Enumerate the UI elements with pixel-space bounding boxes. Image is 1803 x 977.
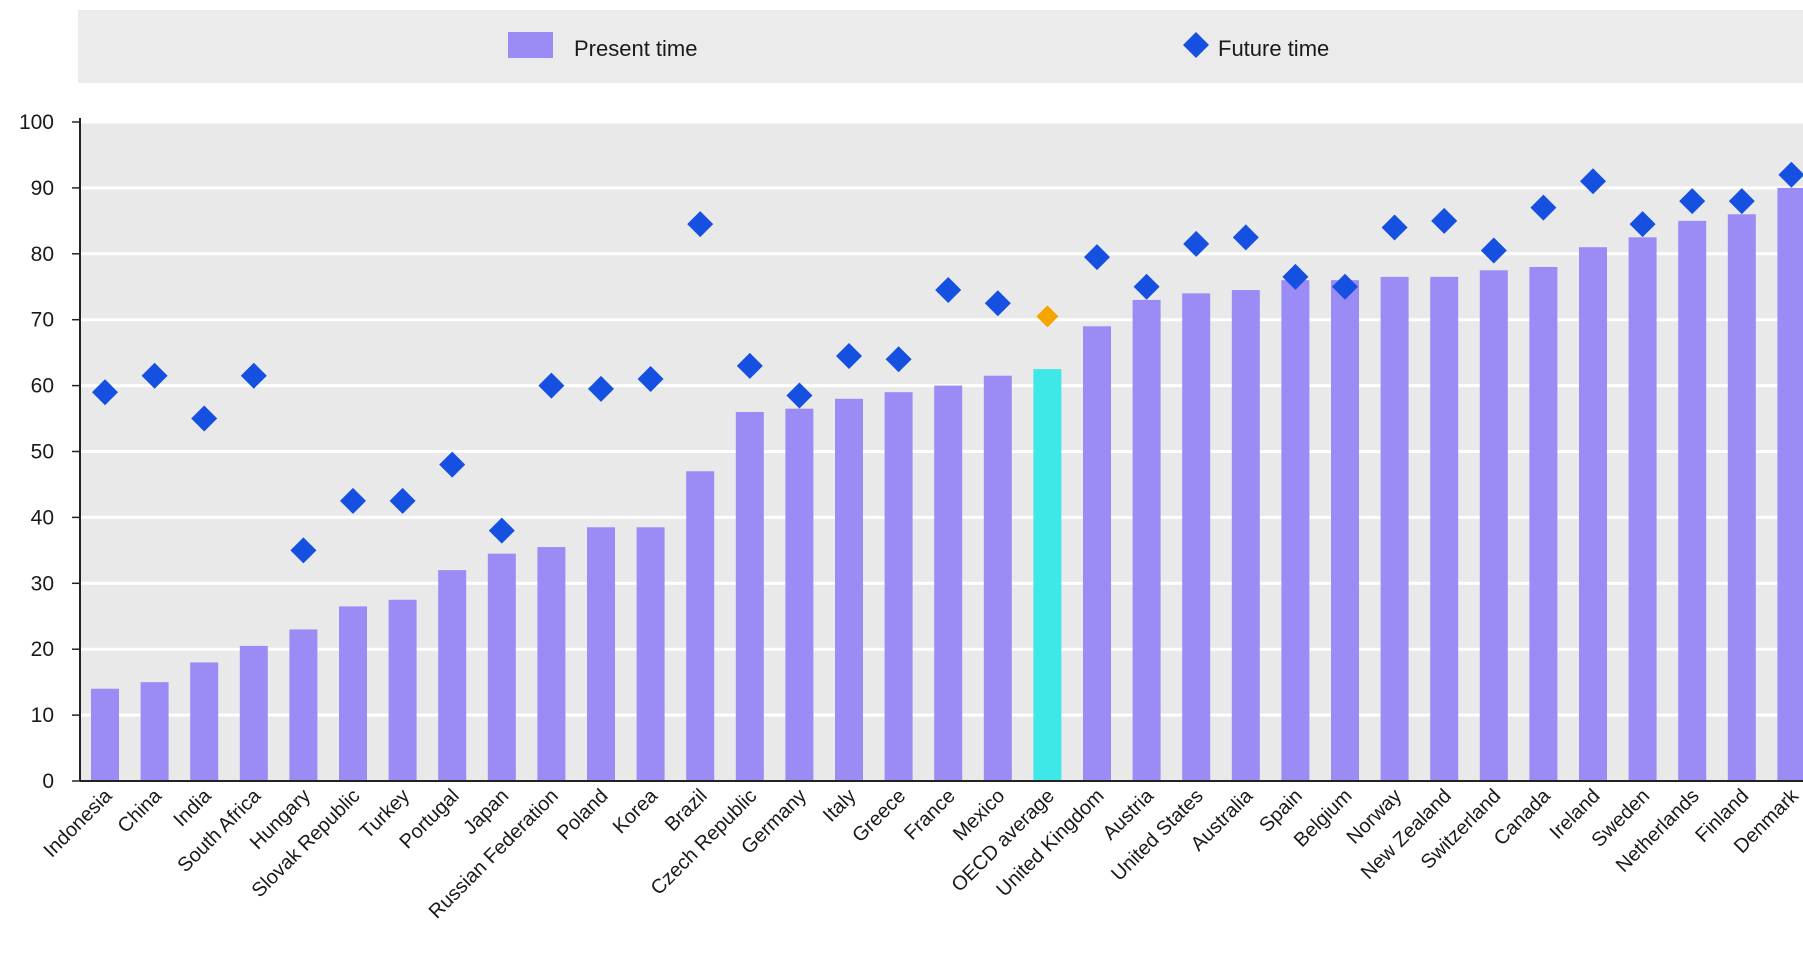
marker-hungary [290, 537, 317, 564]
legend-present-time-label: Present time [574, 36, 698, 61]
future-time-markers [92, 161, 1803, 564]
legend-panel [78, 10, 1803, 83]
marker-canada [1530, 194, 1557, 221]
bar-korea [636, 527, 665, 781]
legend-future-time-diamond-icon [1183, 32, 1209, 58]
bar-hungary [289, 629, 318, 781]
marker-austria [1133, 273, 1160, 300]
marker-denmark [1778, 161, 1803, 188]
legend-present-time-swatch [508, 32, 553, 58]
marker-sweden [1629, 211, 1656, 238]
bar-italy [835, 398, 863, 781]
x-label-italy: Italy [819, 785, 860, 826]
bar-india [190, 662, 219, 781]
marker-germany [786, 382, 813, 409]
bar-turkey [388, 599, 417, 781]
marker-china [141, 362, 168, 389]
legend-future-time-label: Future time [1218, 36, 1329, 61]
marker-switzerland [1480, 237, 1507, 264]
bar-denmark [1777, 187, 1803, 781]
y-tick-label-50: 50 [31, 441, 54, 464]
marker-south-africa [240, 362, 267, 389]
marker-united-states [1183, 230, 1210, 257]
bar-south-africa [239, 645, 268, 781]
bar-united-states [1182, 293, 1211, 781]
bar-ireland [1579, 247, 1607, 781]
x-label-greece: Greece [848, 785, 910, 847]
marker-brazil [687, 211, 714, 238]
bar-netherlands [1678, 220, 1707, 782]
y-tick-label-30: 30 [31, 572, 54, 595]
marker-japan [488, 517, 515, 544]
y-tick-label-90: 90 [31, 177, 54, 200]
marker-norway [1381, 214, 1408, 241]
x-label-indonesia: Indonesia [40, 784, 118, 862]
marker-mexico [984, 290, 1011, 317]
x-label-china: China [114, 784, 167, 837]
bar-mexico [983, 375, 1012, 781]
marker-korea [637, 366, 664, 393]
marker-united-kingdom [1084, 244, 1110, 271]
bar-greece [884, 392, 913, 781]
marker-poland [588, 375, 614, 402]
y-tick-label-60: 60 [31, 375, 54, 398]
marker-turkey [389, 487, 416, 514]
bar-poland [587, 527, 615, 781]
marker-belgium [1332, 273, 1358, 300]
bar-spain [1281, 280, 1310, 781]
x-label-france: France [900, 785, 960, 845]
marker-australia [1232, 224, 1259, 251]
y-tick-label-100: 100 [19, 111, 54, 134]
marker-italy [836, 342, 862, 369]
bar-switzerland [1479, 270, 1508, 781]
marker-finland [1728, 188, 1755, 215]
y-tick-label-0: 0 [42, 770, 54, 793]
bar-sweden [1628, 237, 1657, 781]
bar-canada [1529, 266, 1558, 782]
bar-russian-federation [537, 547, 566, 781]
bar-czech-republic [735, 411, 764, 781]
marker-spain [1282, 263, 1309, 290]
bar-australia [1231, 290, 1260, 781]
marker-slovak-republic [340, 487, 366, 514]
marker-india [191, 405, 218, 432]
bar-finland [1727, 214, 1756, 781]
bar-norway [1380, 276, 1409, 781]
present-time-bars [91, 187, 1803, 782]
marker-france [935, 277, 962, 304]
bar-france [934, 385, 963, 781]
marker-greece [885, 346, 912, 373]
marker-czech-republic [736, 352, 763, 379]
marker-netherlands [1679, 188, 1706, 215]
y-tick-label-10: 10 [31, 704, 54, 727]
y-tick-label-80: 80 [31, 243, 54, 266]
y-axis-ticks: 0 10 20 30 40 50 60 70 80 90 100 [19, 111, 80, 793]
x-label-poland: Poland [553, 785, 613, 845]
y-tick-label-20: 20 [31, 638, 54, 661]
x-label-canada: Canada [1490, 784, 1556, 850]
bar-oecd-average [1033, 369, 1062, 781]
x-label-korea: Korea [609, 784, 663, 838]
bar-japan [487, 553, 516, 781]
marker-russian-federation [538, 372, 565, 399]
marker-oecd-average [1036, 305, 1059, 328]
bar-united-kingdom [1083, 326, 1111, 781]
y-tick-label-70: 70 [31, 309, 54, 332]
bar-slovak-republic [339, 606, 367, 781]
bar-indonesia [91, 688, 119, 781]
marker-ireland [1580, 168, 1606, 195]
marker-portugal [439, 451, 466, 478]
bar-germany [785, 408, 814, 781]
bar-china [140, 682, 169, 781]
y-tick-label-40: 40 [31, 506, 54, 529]
marker-new-zealand [1431, 207, 1458, 234]
bar-portugal [438, 570, 467, 781]
marker-indonesia [92, 379, 118, 406]
bar-belgium [1331, 280, 1359, 781]
bar-brazil [686, 471, 715, 781]
bar-austria [1132, 299, 1161, 781]
bar-new-zealand [1430, 276, 1459, 781]
